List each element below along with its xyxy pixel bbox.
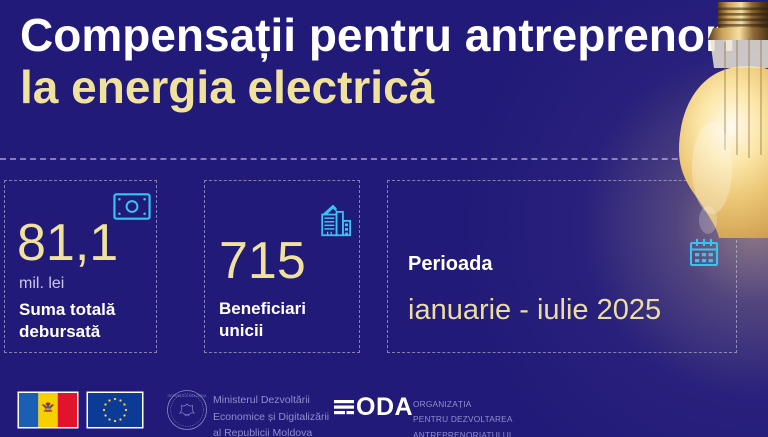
svg-text:REPUBLICA MOLDOVA: REPUBLICA MOLDOVA [168, 394, 207, 398]
